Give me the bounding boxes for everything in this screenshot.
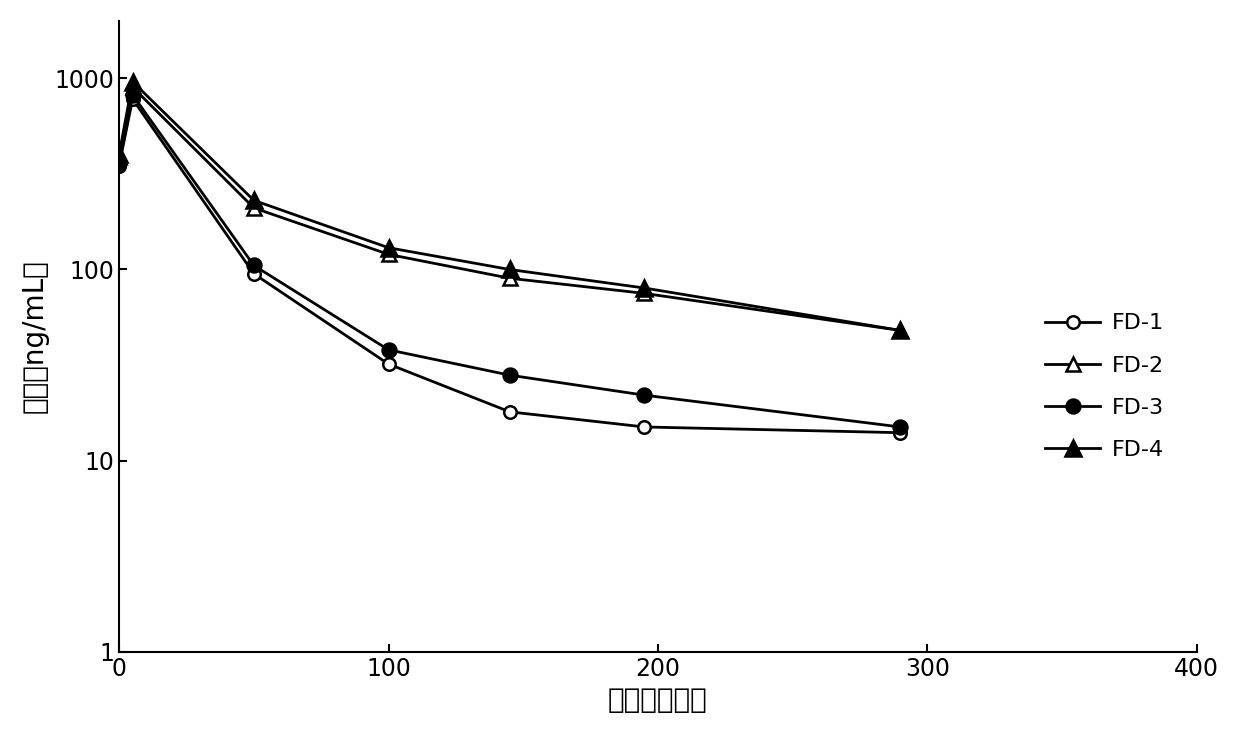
- FD-2: [893, 326, 908, 335]
- Y-axis label: 浓度（ng/mL）: 浓度（ng/mL）: [21, 259, 48, 413]
- FD-2: [502, 274, 517, 283]
- FD-3: [125, 90, 140, 99]
- FD-3: [112, 159, 126, 168]
- FD-3: [637, 391, 652, 400]
- FD-1: [637, 423, 652, 431]
- FD-4: [637, 284, 652, 293]
- FD-3: [502, 370, 517, 379]
- FD-4: [125, 77, 140, 86]
- FD-1: [502, 407, 517, 416]
- FD-4: [893, 326, 908, 335]
- Legend: FD-1, FD-2, FD-3, FD-4: FD-1, FD-2, FD-3, FD-4: [1034, 302, 1174, 471]
- FD-2: [247, 204, 262, 212]
- Line: FD-2: FD-2: [112, 80, 908, 337]
- FD-4: [112, 150, 126, 159]
- FD-1: [381, 359, 396, 368]
- FD-3: [893, 423, 908, 431]
- FD-2: [125, 83, 140, 92]
- Line: FD-4: FD-4: [112, 74, 908, 338]
- FD-1: [125, 95, 140, 104]
- FD-2: [637, 289, 652, 298]
- FD-2: [112, 152, 126, 161]
- Line: FD-3: FD-3: [112, 88, 908, 434]
- FD-1: [247, 269, 262, 278]
- FD-4: [381, 243, 396, 252]
- FD-3: [381, 345, 396, 354]
- FD-4: [247, 196, 262, 205]
- FD-1: [112, 161, 126, 170]
- FD-4: [502, 265, 517, 274]
- FD-1: [893, 429, 908, 437]
- X-axis label: 时间（小时）: 时间（小时）: [608, 686, 708, 714]
- FD-2: [381, 250, 396, 259]
- Line: FD-1: FD-1: [113, 93, 906, 439]
- FD-3: [247, 261, 262, 270]
